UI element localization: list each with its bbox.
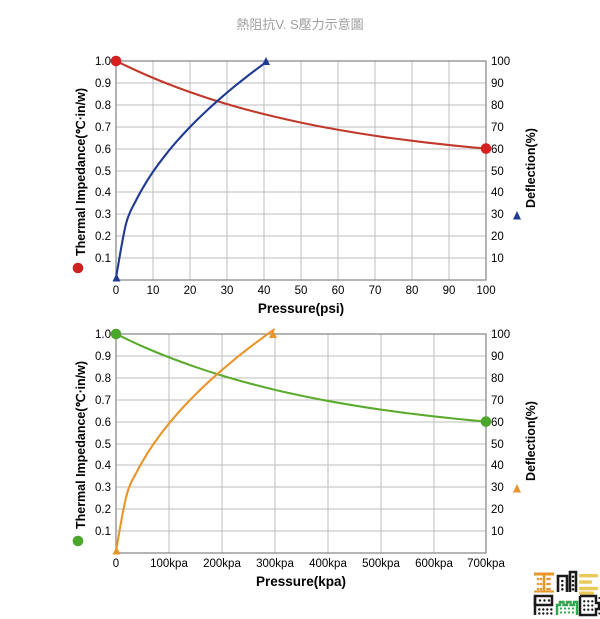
- svg-text:60: 60: [332, 285, 345, 297]
- svg-text:20: 20: [491, 504, 504, 516]
- svg-text:60: 60: [491, 144, 504, 156]
- svg-text:700kpa: 700kpa: [467, 558, 505, 570]
- svg-text:30: 30: [221, 285, 234, 297]
- svg-text:Pressure(psi): Pressure(psi): [258, 301, 344, 316]
- svg-text:0.4: 0.4: [95, 187, 112, 199]
- svg-text:0.3: 0.3: [95, 482, 111, 494]
- svg-text:0.8: 0.8: [95, 100, 111, 112]
- svg-text:80: 80: [491, 100, 504, 112]
- svg-text:0.7: 0.7: [95, 395, 111, 407]
- svg-text:400kpa: 400kpa: [309, 558, 347, 570]
- svg-text:Pressure(kpa): Pressure(kpa): [256, 574, 346, 589]
- svg-text:10: 10: [491, 253, 504, 265]
- svg-text:10: 10: [491, 526, 504, 538]
- svg-text:Thermal Impedance(℃‧in/w): Thermal Impedance(℃‧in/w): [74, 361, 88, 529]
- svg-text:500kpa: 500kpa: [362, 558, 400, 570]
- svg-text:0.2: 0.2: [95, 504, 111, 516]
- svg-text:0.1: 0.1: [95, 526, 111, 538]
- svg-text:0.8: 0.8: [95, 373, 111, 385]
- svg-text:90: 90: [491, 351, 504, 363]
- svg-text:60: 60: [491, 417, 504, 429]
- svg-text:0.5: 0.5: [95, 439, 111, 451]
- svg-text:0.6: 0.6: [95, 144, 111, 156]
- svg-text:0.9: 0.9: [95, 78, 111, 90]
- svg-text:40: 40: [258, 285, 271, 297]
- svg-text:40: 40: [491, 460, 504, 472]
- svg-text:100: 100: [476, 285, 495, 297]
- svg-text:0.7: 0.7: [95, 122, 111, 134]
- svg-text:20: 20: [184, 285, 197, 297]
- svg-text:0.5: 0.5: [95, 166, 111, 178]
- svg-text:30: 30: [491, 209, 504, 221]
- svg-text:10: 10: [147, 285, 160, 297]
- svg-text:Deflection(%): Deflection(%): [524, 401, 538, 481]
- svg-text:50: 50: [295, 285, 308, 297]
- svg-text:100: 100: [491, 329, 510, 341]
- svg-text:100: 100: [491, 56, 510, 68]
- svg-text:0.9: 0.9: [95, 351, 111, 363]
- svg-text:100kpa: 100kpa: [150, 558, 188, 570]
- svg-text:40: 40: [491, 187, 504, 199]
- svg-text:50: 50: [491, 166, 504, 178]
- svg-text:0: 0: [113, 285, 119, 297]
- svg-text:Thermal Impedance(℃‧in/w): Thermal Impedance(℃‧in/w): [74, 88, 88, 256]
- svg-text:30: 30: [491, 482, 504, 494]
- svg-text:0.2: 0.2: [95, 231, 111, 243]
- svg-text:70: 70: [369, 285, 382, 297]
- svg-text:0.3: 0.3: [95, 209, 111, 221]
- svg-text:0: 0: [113, 558, 119, 570]
- svg-text:0.1: 0.1: [95, 253, 111, 265]
- svg-text:70: 70: [491, 122, 504, 134]
- svg-text:1.0: 1.0: [95, 56, 111, 68]
- svg-text:0.4: 0.4: [95, 460, 112, 472]
- svg-text:0.6: 0.6: [95, 417, 111, 429]
- svg-text:50: 50: [491, 439, 504, 451]
- svg-text:1.0: 1.0: [95, 329, 111, 341]
- svg-text:90: 90: [443, 285, 456, 297]
- svg-text:300kpa: 300kpa: [256, 558, 294, 570]
- svg-text:600kpa: 600kpa: [415, 558, 453, 570]
- svg-text:Deflection(%): Deflection(%): [524, 128, 538, 208]
- svg-text:90: 90: [491, 78, 504, 90]
- svg-text:80: 80: [406, 285, 419, 297]
- svg-text:70: 70: [491, 395, 504, 407]
- svg-text:80: 80: [491, 373, 504, 385]
- svg-text:200kpa: 200kpa: [203, 558, 241, 570]
- svg-text:20: 20: [491, 231, 504, 243]
